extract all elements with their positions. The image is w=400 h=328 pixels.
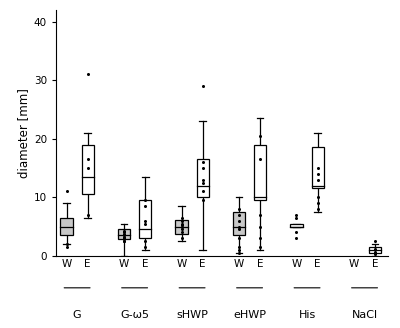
Bar — [60, 218, 73, 236]
Bar — [196, 159, 209, 197]
Bar — [290, 224, 302, 227]
Bar — [369, 247, 381, 253]
Bar — [233, 212, 245, 236]
Text: eHWP: eHWP — [233, 310, 266, 320]
Text: G: G — [73, 310, 82, 320]
Text: G-ω5: G-ω5 — [120, 310, 149, 320]
Text: NaCl: NaCl — [352, 310, 378, 320]
Text: His: His — [298, 310, 316, 320]
Bar — [254, 145, 266, 200]
Bar — [312, 148, 324, 189]
Bar — [139, 200, 151, 238]
Bar — [176, 219, 188, 234]
Text: sHWP: sHWP — [176, 310, 208, 320]
Y-axis label: diameter [mm]: diameter [mm] — [17, 88, 30, 178]
Bar — [118, 230, 130, 239]
Bar — [82, 145, 94, 194]
